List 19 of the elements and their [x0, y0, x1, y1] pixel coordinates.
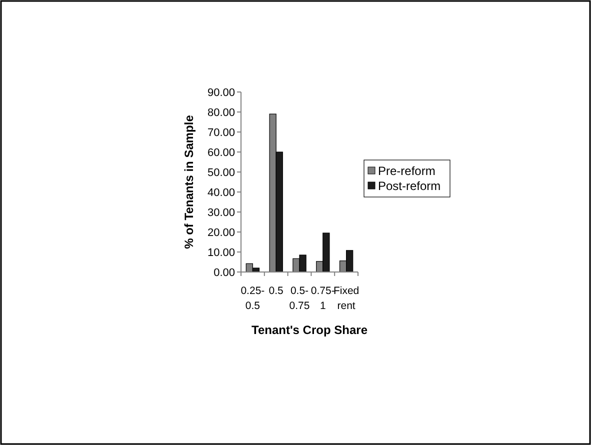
x-tick-label: Fixed rent: [333, 285, 360, 312]
x-axis-title: Tenant's Crop Share: [252, 323, 368, 337]
x-tick-label: 0.5-0.75: [289, 285, 310, 312]
legend-label: Post-reform: [378, 179, 441, 194]
y-tick-label: 90.00: [207, 86, 235, 99]
y-tick-label: 70.00: [207, 126, 235, 139]
y-tick-label: 80.00: [207, 106, 235, 119]
y-tick-label: 20.00: [207, 226, 235, 239]
y-tick-label: 30.00: [207, 206, 235, 219]
y-tick-label: 60.00: [207, 146, 235, 159]
y-axis-title: % of Tenants in Sample: [182, 114, 196, 249]
x-tick-label: 0.75-1: [310, 285, 336, 312]
y-tick-label: 0.00: [214, 266, 235, 279]
y-tick-label: 40.00: [207, 186, 235, 199]
x-tick-label: 0.5: [268, 285, 284, 297]
y-tick-label: 50.00: [207, 166, 235, 179]
legend-label: Pre-reform: [378, 164, 436, 178]
x-tick-label: 0.25-0.5: [240, 285, 266, 312]
y-tick-label: 10.00: [207, 246, 235, 259]
